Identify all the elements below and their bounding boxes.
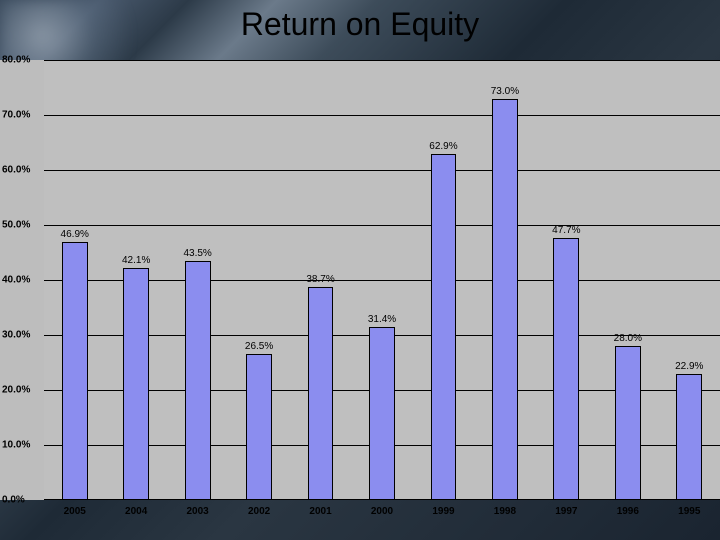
y-tick-label: 10.0% [0,440,42,451]
bar [185,261,211,500]
gridline [44,170,720,171]
bar [369,327,395,500]
x-axis: 2005 2004 2003 2002 2001 2000 1999 1998 1997 1996… [44,500,720,530]
bar [431,154,457,500]
x-tick-label: 1995 [678,506,700,517]
gridline [44,225,720,226]
slide-background: Return on Equity 0.0% 10.0% 20.0% 30.0% 40.0… [0,0,720,540]
x-tick-label: 1999 [432,506,454,517]
bar [676,374,702,500]
bar-value-label: 38.7% [306,274,334,285]
y-axis-panel: 0.0%10.0%20.0%30.0%40.0%50.0%60.0%70.0%8… [0,60,44,500]
bar-value-label: 26.5% [245,341,273,352]
plot-area: 46.9% 42.1% 43.5% 26.5% 38.7% 31.4% 62.9% 73.0%… [44,60,720,500]
x-tick-label: 2002 [248,506,270,517]
bar-value-label: 31.4% [368,314,396,325]
bar [553,238,579,500]
gridline [44,115,720,116]
bar-value-label: 73.0% [491,86,519,97]
bar-value-label: 42.1% [122,255,150,266]
bar [62,242,88,500]
gridline [44,60,720,61]
x-tick-label: 2004 [125,506,147,517]
bar-value-label: 47.7% [552,225,580,236]
bar [308,287,334,500]
x-tick-label: 2003 [187,506,209,517]
y-tick-label: 30.0% [0,330,42,341]
y-tick-label: 80.0% [0,55,42,66]
x-tick-label: 2000 [371,506,393,517]
y-tick-label: 0.0% [0,495,42,506]
y-tick-label: 60.0% [0,165,42,176]
x-tick-label: 2001 [309,506,331,517]
x-tick-label: 2005 [64,506,86,517]
x-tick-label: 1998 [494,506,516,517]
y-tick-label: 50.0% [0,220,42,231]
slide-title: Return on Equity [0,6,720,43]
bar [123,268,149,500]
bar-value-label: 46.9% [61,229,89,240]
bar [246,354,272,500]
y-tick-label: 70.0% [0,110,42,121]
bar [492,99,518,501]
x-tick-label: 1997 [555,506,577,517]
bar-value-label: 22.9% [675,361,703,372]
bar-value-label: 62.9% [429,141,457,152]
bar-value-label: 43.5% [183,248,211,259]
bar-value-label: 28.0% [614,333,642,344]
bar [615,346,641,500]
y-tick-label: 40.0% [0,275,42,286]
y-tick-label: 20.0% [0,385,42,396]
bar-chart: 0.0%10.0%20.0%30.0%40.0%50.0%60.0%70.0%8… [0,60,720,530]
x-tick-label: 1996 [617,506,639,517]
